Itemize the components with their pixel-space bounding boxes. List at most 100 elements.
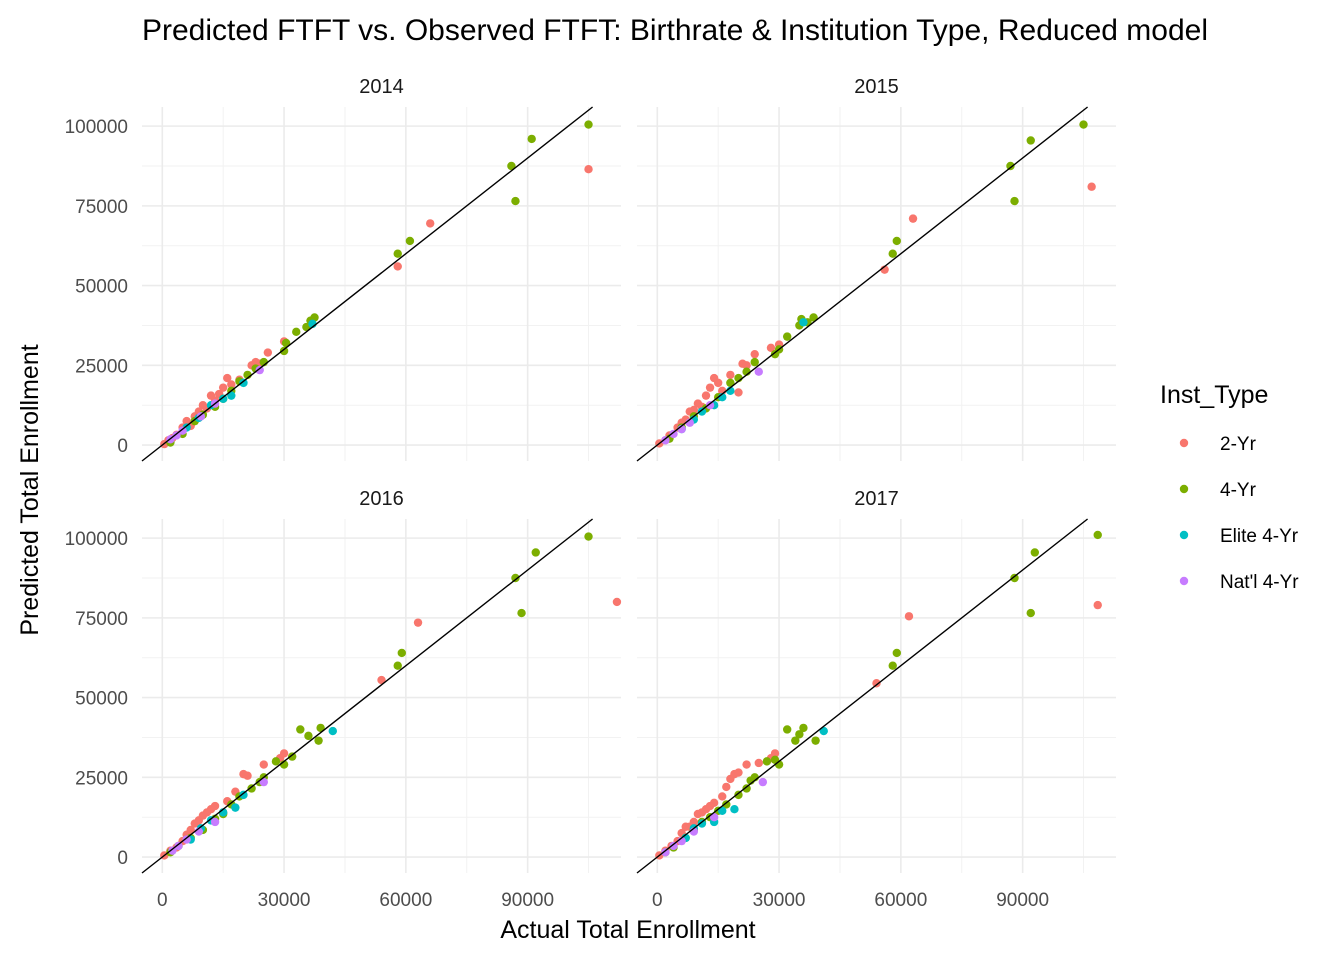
x-tick-label: 90000 bbox=[501, 890, 554, 911]
data-point bbox=[426, 219, 435, 228]
data-point bbox=[531, 548, 540, 557]
legend-label: 4-Yr bbox=[1220, 480, 1257, 501]
data-point bbox=[669, 429, 678, 439]
facet-panel-2015: 2015 bbox=[636, 76, 1116, 462]
data-point bbox=[888, 661, 897, 670]
data-point bbox=[758, 777, 768, 787]
y-tick-label: 75000 bbox=[75, 197, 128, 218]
data-point bbox=[754, 758, 763, 768]
legend-label: Elite 4-Yr bbox=[1220, 526, 1299, 547]
data-point bbox=[1030, 548, 1040, 557]
series-4-Yr bbox=[166, 532, 593, 857]
series-Nat'l 4-Yr bbox=[661, 777, 768, 857]
y-tick-label: 25000 bbox=[75, 356, 128, 377]
data-point bbox=[742, 760, 751, 769]
legend-key bbox=[1179, 530, 1189, 540]
data-point bbox=[405, 236, 415, 246]
data-point bbox=[811, 736, 820, 745]
data-point bbox=[722, 782, 731, 792]
data-point bbox=[697, 819, 707, 828]
data-point bbox=[799, 723, 808, 733]
data-point bbox=[263, 348, 273, 357]
data-point bbox=[1093, 530, 1102, 540]
data-point bbox=[292, 327, 301, 337]
data-point bbox=[701, 391, 711, 400]
data-point bbox=[172, 431, 181, 440]
data-point bbox=[892, 648, 901, 658]
legend: Inst_Type 2-Yr 4-Yr Elite 4-Yr Nat'l 4-Yr bbox=[1160, 381, 1299, 593]
data-point bbox=[393, 262, 402, 271]
data-point bbox=[271, 757, 281, 766]
data-point bbox=[734, 388, 743, 397]
data-point bbox=[669, 841, 678, 851]
x-tick-label: 60000 bbox=[379, 890, 432, 911]
data-point bbox=[196, 412, 206, 421]
data-point bbox=[413, 618, 423, 627]
data-point bbox=[734, 790, 743, 800]
data-point bbox=[393, 249, 402, 258]
data-point bbox=[908, 214, 918, 223]
data-point bbox=[304, 731, 313, 741]
y-tick-label: 0 bbox=[117, 848, 128, 869]
series-2-Yr bbox=[655, 182, 1096, 448]
data-point bbox=[726, 370, 735, 380]
data-point bbox=[279, 749, 289, 758]
data-point bbox=[709, 798, 719, 808]
legend-key bbox=[1179, 438, 1189, 448]
facet-label: 2015 bbox=[854, 76, 899, 98]
facet-label: 2014 bbox=[359, 76, 404, 98]
data-point bbox=[705, 400, 715, 410]
data-point bbox=[259, 760, 268, 769]
data-point bbox=[762, 757, 772, 766]
data-point bbox=[281, 338, 291, 348]
data-point bbox=[247, 784, 256, 793]
facet-panels: 2014 0 25000 50000 75000 100000 2015 2016 0 25000… bbox=[65, 76, 1116, 911]
data-point bbox=[314, 736, 323, 745]
data-point bbox=[328, 726, 337, 736]
x-tick-label: 90000 bbox=[996, 890, 1049, 911]
data-point bbox=[904, 612, 914, 621]
data-point bbox=[223, 373, 232, 383]
y-tick-label: 100000 bbox=[65, 529, 128, 550]
facet-label: 2016 bbox=[359, 488, 404, 510]
data-point bbox=[239, 378, 248, 388]
data-point bbox=[218, 394, 228, 404]
identity-line bbox=[141, 106, 594, 462]
data-point bbox=[168, 846, 177, 855]
series-4-Yr bbox=[661, 530, 1102, 857]
data-point bbox=[754, 367, 763, 376]
data-point bbox=[186, 825, 195, 835]
data-point bbox=[766, 343, 776, 352]
data-point bbox=[612, 597, 622, 607]
y-tick-label: 0 bbox=[117, 436, 128, 457]
data-point bbox=[210, 817, 220, 827]
data-point bbox=[255, 365, 264, 375]
data-point bbox=[1093, 600, 1102, 610]
data-point bbox=[584, 164, 593, 174]
data-point bbox=[1087, 182, 1096, 191]
data-point bbox=[742, 361, 751, 370]
data-point bbox=[726, 378, 735, 388]
data-point bbox=[809, 313, 818, 322]
data-point bbox=[718, 806, 727, 816]
data-point bbox=[397, 648, 406, 658]
data-point bbox=[218, 383, 228, 392]
data-point bbox=[210, 801, 220, 811]
data-point bbox=[231, 803, 240, 812]
data-point bbox=[1010, 196, 1019, 206]
data-point bbox=[750, 349, 759, 359]
data-point bbox=[259, 777, 268, 787]
data-point bbox=[750, 357, 759, 367]
data-point bbox=[287, 752, 297, 761]
data-point bbox=[718, 792, 727, 801]
data-point bbox=[872, 679, 881, 688]
data-point bbox=[799, 318, 808, 327]
x-tick-label: 0 bbox=[157, 890, 168, 911]
series-Nat'l 4-Yr bbox=[661, 367, 763, 445]
data-point bbox=[1079, 120, 1088, 129]
data-point bbox=[689, 817, 699, 827]
chart-title: Predicted FTFT vs. Observed FTFT: Birthr… bbox=[142, 14, 1208, 47]
data-point bbox=[782, 725, 792, 734]
data-point bbox=[393, 661, 402, 670]
